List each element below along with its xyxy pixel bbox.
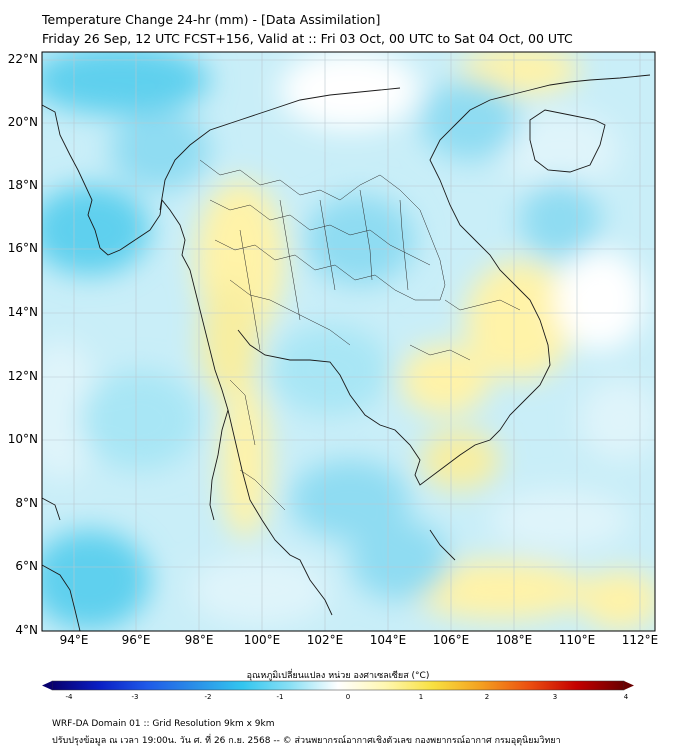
- colorbar-tick: -3: [131, 693, 139, 701]
- lon-label: 100°E: [243, 633, 281, 647]
- graticule: [42, 52, 655, 631]
- lon-label: 108°E: [495, 633, 533, 647]
- colorbar-min-arrow: [42, 681, 52, 690]
- lat-label: 8°N: [15, 496, 38, 510]
- lon-label: 102°E: [306, 633, 344, 647]
- lat-label: 10°N: [7, 432, 38, 446]
- lat-label: 14°N: [7, 305, 38, 319]
- colorbar-tick: 2: [484, 693, 490, 701]
- colorbar-tick: -2: [204, 693, 212, 701]
- colorbar-max-arrow: [624, 681, 634, 690]
- map-title: Temperature Change 24-hr (mm) - [Data As…: [42, 12, 381, 27]
- colorbar-tick: -4: [65, 693, 73, 701]
- colorbar-tick: 3: [552, 693, 558, 701]
- province-boundaries: [199, 159, 521, 511]
- colorbar-tick: 4: [623, 693, 629, 701]
- map-subtitle: Friday 26 Sep, 12 UTC FCST+156, Valid at…: [42, 31, 573, 46]
- lon-label: 106°E: [432, 633, 470, 647]
- lon-label: 110°E: [558, 633, 596, 647]
- lat-label: 18°N: [7, 178, 38, 192]
- lat-label: 20°N: [7, 115, 38, 129]
- lon-label: 104°E: [369, 633, 407, 647]
- lat-label: 22°N: [7, 52, 38, 66]
- lon-label: 112°E: [621, 633, 659, 647]
- lat-label: 6°N: [15, 559, 38, 573]
- colorbar-tick: 0: [345, 693, 351, 701]
- colorbar-tick: -1: [276, 693, 284, 701]
- colorbar-tick: 1: [418, 693, 424, 701]
- footer-credit: ปรับปรุงข้อมูล ณ เวลา 19:00น. วัน ศ. ที่…: [52, 736, 561, 746]
- temperature-field: [42, 52, 655, 631]
- footer-model-info: WRF-DA Domain 01 :: Grid Resolution 9km …: [52, 719, 275, 729]
- colorbar: [42, 680, 634, 691]
- lon-label: 98°E: [184, 633, 214, 647]
- colorbar-title: อุณหภูมิเปลี่ยนแปลง หน่วย องศาเซลเซียส (…: [246, 671, 430, 681]
- lat-label: 12°N: [7, 369, 38, 383]
- lon-label: 96°E: [121, 633, 151, 647]
- coastlines: [42, 74, 651, 631]
- lon-label: 94°E: [59, 633, 89, 647]
- lat-label: 4°N: [15, 623, 38, 637]
- lat-label: 16°N: [7, 241, 38, 255]
- colorbar-bar: [51, 680, 625, 691]
- map-frame: [41, 51, 656, 632]
